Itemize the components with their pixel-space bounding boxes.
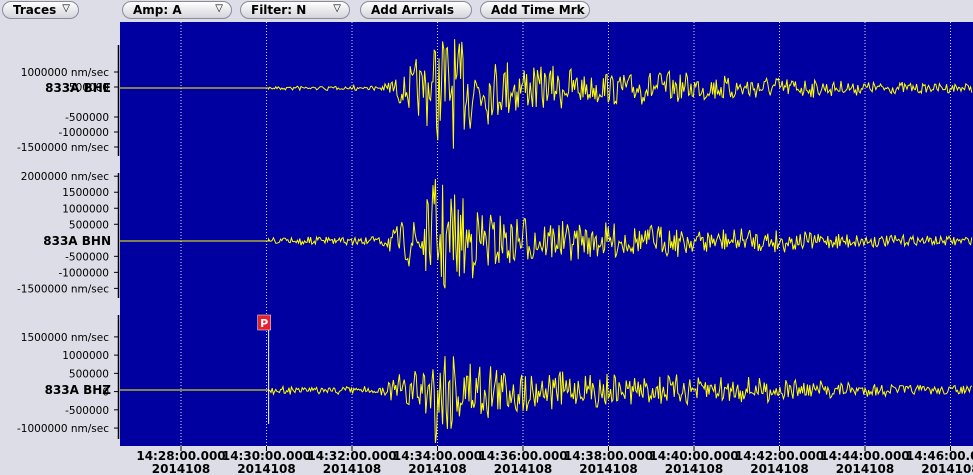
x-tick-label-date: 2014108 [237, 462, 295, 475]
y-tick-label: -500000 [65, 405, 109, 417]
x-tick-label-time: 14:34:00.000 [393, 449, 482, 463]
y-tick-label: 1500000 nm/sec [21, 332, 109, 344]
p-arrival-pick[interactable]: P [257, 314, 271, 424]
x-tick-label-time: 14:32:00.000 [307, 449, 396, 463]
triangle-down-icon: ▽ [215, 3, 223, 14]
channel-label: 833A BHZ [45, 383, 112, 397]
add-time-mark-button[interactable]: Add Time Mrk [480, 1, 590, 19]
channel-label: 833A BHE [45, 81, 111, 95]
y-tick-label: 1000000 nm/sec [21, 67, 109, 79]
x-tick-label-time: 14:40:00.000 [649, 449, 738, 463]
y-tick-label: -1500000 nm/sec [17, 142, 109, 154]
amp-dropdown-label: Amp: A [133, 3, 182, 17]
y-tick-label: -1000000 [58, 267, 109, 279]
time-axis: 14:28:00.000201410814:30:00.000201410814… [136, 446, 973, 475]
filter-dropdown-label: Filter: N [251, 3, 307, 17]
y-tick-label: 1500000 [62, 187, 109, 199]
waveform-trace [120, 356, 973, 443]
y-tick-label: 500000 [69, 368, 109, 380]
add-arrivals-button[interactable]: Add Arrivals [360, 1, 472, 19]
pick-label: P [260, 317, 268, 330]
y-tick-label: 500000 [69, 219, 109, 231]
x-tick-label-time: 14:46:00.000 [906, 449, 973, 463]
seismogram-plot[interactable]: 1000000 nm/sec 500000 -500000 -1000000 -1500… [0, 22, 973, 475]
waveform-trace [120, 178, 973, 289]
x-tick-label-date: 2014108 [921, 462, 973, 475]
toolbar: Traces ▽ Amp: A ▽ Filter: N ▽ Add Arriva… [0, 0, 973, 22]
x-tick-label-date: 2014108 [323, 462, 381, 475]
traces-dropdown-label: Traces [13, 3, 57, 17]
triangle-down-icon: ▽ [62, 3, 70, 14]
x-tick-label-time: 14:42:00.000 [735, 449, 824, 463]
y-tick-label: 1000000 [62, 203, 109, 215]
x-tick-label-time: 14:36:00.000 [478, 449, 567, 463]
y-tick-label: -500000 [65, 112, 109, 124]
y-tick-label: 0 [102, 387, 109, 399]
x-tick-label-time: 14:30:00.000 [222, 449, 311, 463]
add-time-mark-label: Add Time Mrk [491, 3, 585, 17]
x-tick-label-time: 14:38:00.000 [564, 449, 653, 463]
y-tick-label: -500000 [65, 251, 109, 263]
traces [120, 39, 973, 443]
x-tick-label-date: 2014108 [836, 462, 894, 475]
x-tick-label-date: 2014108 [494, 462, 552, 475]
x-tick-label-time: 14:28:00.000 [136, 449, 225, 463]
pick-flag [257, 314, 271, 331]
y-tick-label: 2000000 nm/sec [21, 171, 109, 183]
triangle-down-icon: ▽ [333, 3, 341, 14]
y-tick-label: -1000000 [58, 127, 109, 139]
channel-label: 833A BHN [43, 234, 111, 248]
x-tick-label-date: 2014108 [665, 462, 723, 475]
add-arrivals-label: Add Arrivals [371, 3, 455, 17]
x-tick-label-time: 14:44:00.000 [820, 449, 909, 463]
amp-dropdown[interactable]: Amp: A ▽ [122, 1, 232, 19]
waveform-trace [120, 39, 973, 149]
x-tick-label-date: 2014108 [579, 462, 637, 475]
filter-dropdown[interactable]: Filter: N ▽ [240, 1, 350, 19]
y-tick-label: -1500000 nm/sec [17, 283, 109, 295]
amplitude-axes: 1000000 nm/sec 500000 -500000 -1000000 -1500… [17, 45, 120, 439]
y-tick-label: -1000000 nm/sec [17, 423, 109, 435]
x-tick-label-date: 2014108 [408, 462, 466, 475]
traces-dropdown[interactable]: Traces ▽ [2, 1, 79, 19]
x-tick-label-date: 2014108 [152, 462, 210, 475]
y-tick-label: 500000 [69, 82, 109, 94]
y-tick-label: 1000000 [62, 350, 109, 362]
x-tick-label-date: 2014108 [750, 462, 808, 475]
